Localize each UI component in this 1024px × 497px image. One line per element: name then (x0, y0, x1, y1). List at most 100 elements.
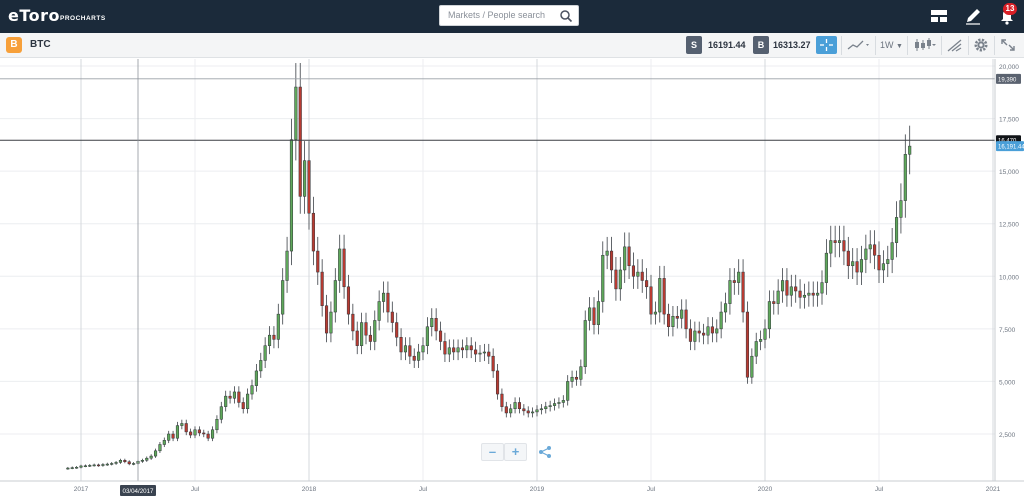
fullscreen-icon[interactable] (999, 37, 1017, 53)
candle-body (438, 330, 443, 342)
candle-body (544, 406, 548, 410)
candle-body (894, 217, 899, 243)
toolbar-divider (907, 36, 908, 55)
candle-body (645, 280, 649, 288)
candle-body (110, 463, 114, 465)
candle-body (395, 322, 399, 338)
candle-body (311, 212, 315, 252)
candle-body (671, 315, 675, 328)
candle-body (855, 261, 859, 273)
instrument-name[interactable]: BTC (30, 39, 51, 50)
layout-icon[interactable] (929, 6, 949, 26)
candle-body (737, 271, 741, 283)
toolbar-divider (875, 36, 876, 55)
candle-body (123, 460, 127, 463)
y-tick-label: 17,500 (999, 117, 1019, 124)
sell-label[interactable]: S (686, 36, 702, 54)
candle-body (232, 391, 237, 399)
candle-body (193, 429, 197, 436)
x-tick-label: Jul (419, 486, 428, 493)
search-icon[interactable] (559, 9, 573, 23)
candlestick-icon[interactable] (912, 37, 938, 53)
line-chart-icon[interactable] (846, 37, 872, 53)
candle-body (452, 347, 456, 353)
candle-body (859, 259, 864, 273)
candle-body (140, 460, 144, 462)
candle-body (780, 280, 785, 292)
candle-body (456, 347, 460, 353)
draw-icon[interactable] (946, 37, 964, 53)
timeframe-dropdown[interactable]: 1W ▼ (880, 37, 903, 53)
crosshair-icon (820, 39, 833, 51)
candle-body (658, 278, 662, 313)
candle-body (197, 429, 201, 434)
candle-body (386, 292, 390, 313)
toolbar-divider (994, 36, 995, 55)
candle-body (763, 328, 767, 340)
buy-price[interactable]: 16313.27 (773, 40, 811, 50)
candle-body (474, 349, 478, 355)
gear-icon[interactable] (972, 37, 990, 53)
candle-body (675, 315, 679, 319)
candle-body (447, 347, 451, 355)
zoom-in-button[interactable]: + (504, 443, 527, 461)
instrument-toolbar: B BTC S 16191.44 B 16313.27 1W ▼ (0, 33, 1024, 58)
candle-body (272, 334, 276, 340)
candle-body (811, 292, 815, 296)
candle-body (688, 328, 693, 342)
y-tick-label: 5,000 (999, 379, 1016, 386)
candle-body (351, 313, 355, 332)
candle-body (145, 457, 149, 461)
candle-body (522, 408, 526, 412)
candle-body (399, 337, 403, 353)
candle-body (219, 406, 223, 420)
candle-body (631, 265, 636, 277)
candle-body (324, 305, 329, 334)
y-tick-label: 15,000 (999, 169, 1019, 176)
candle-body (460, 347, 465, 351)
candle-body (684, 309, 688, 330)
x-tick-label: 2020 (758, 486, 773, 493)
search-input[interactable]: Markets / People search (448, 10, 546, 20)
candle-body (96, 464, 101, 467)
chevron-down-icon: ▼ (896, 43, 903, 50)
candle-body (294, 86, 298, 140)
candle-body (364, 322, 368, 336)
candle-body (513, 402, 517, 410)
x-tick-label: 2018 (302, 486, 317, 493)
candle-body (434, 318, 438, 332)
cursor-date-tag (120, 485, 156, 496)
candle-body (601, 255, 605, 302)
candle-body (246, 393, 250, 410)
candle-body (504, 406, 508, 414)
crosshair-button[interactable] (816, 36, 837, 54)
share-button[interactable] (533, 443, 556, 461)
candle-body (574, 376, 579, 380)
minus-icon: – (488, 444, 497, 459)
sell-price[interactable]: 16191.44 (708, 40, 746, 50)
pencil-icon[interactable] (963, 6, 983, 26)
candle-body (487, 351, 491, 357)
candle-body (224, 395, 228, 407)
candle-body (390, 311, 394, 323)
candle-body (662, 278, 666, 315)
candle-body (158, 444, 162, 452)
search-box[interactable]: Markets / People search (439, 5, 579, 26)
logo[interactable]: eToro (8, 6, 61, 25)
candle-body (552, 403, 557, 406)
y-tick-label: 7,500 (999, 327, 1016, 334)
candle-body (886, 259, 890, 264)
candle-body (276, 313, 280, 340)
candle-body (697, 330, 701, 334)
candlestick-series (66, 63, 912, 470)
candle-body (868, 244, 872, 250)
candle-body (851, 261, 855, 267)
candle-body (162, 440, 166, 445)
candle-body (267, 334, 272, 346)
candle-body (92, 464, 96, 467)
buy-label[interactable]: B (753, 36, 769, 54)
candle-body (408, 345, 412, 357)
zoom-out-button[interactable]: – (481, 443, 504, 461)
